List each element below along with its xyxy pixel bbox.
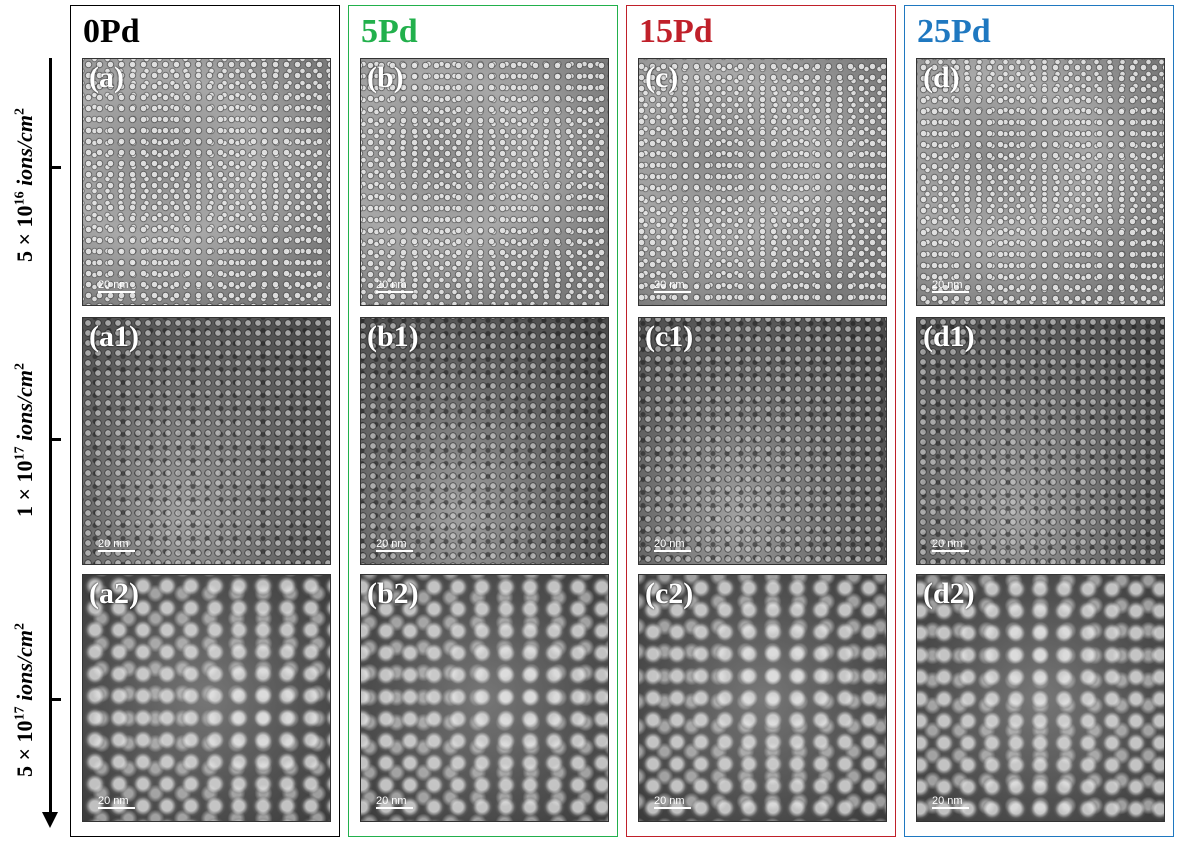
tem-image: (a1) 20 nm <box>82 317 331 565</box>
tem-image: (b1) 20 nm <box>360 317 609 565</box>
tem-image: (d2) 20 nm <box>916 574 1165 822</box>
scale-bar: 20 nm <box>932 795 969 809</box>
tem-image: (c2) 20 nm <box>638 574 887 822</box>
scale-bar: 20 nm <box>376 279 413 293</box>
tem-image: (c) 20 nm <box>638 58 887 306</box>
panel-label: (d1) <box>923 320 975 353</box>
column-25pd: 25Pd (d) 20 nm (d1) 20 nm (d2) 20 nm <box>904 5 1174 837</box>
column-15pd: 15Pd (c) 20 nm (c1) 20 nm (c2) 20 nm <box>626 5 896 837</box>
scale-bar: 20 nm <box>376 795 413 809</box>
tem-image: (a) 20 nm <box>82 58 331 306</box>
arrow-down-icon <box>42 812 58 828</box>
tem-image: (b) 20 nm <box>360 58 609 306</box>
scale-bar: 20 nm <box>376 538 413 552</box>
panel-label: (a2) <box>89 577 139 610</box>
panel-label: (b) <box>367 61 404 94</box>
panel-label: (c2) <box>645 577 694 610</box>
panel-label: (b2) <box>367 577 419 610</box>
column-0pd: 0Pd (a) 20 nm (a1) 20 nm (a2) 20 nm <box>70 5 340 837</box>
scale-bar: 20 nm <box>654 538 691 552</box>
scale-bar: 20 nm <box>654 795 691 809</box>
column-5pd: 5Pd (b) 20 nm (b1) 20 nm (b2) 20 nm <box>348 5 618 837</box>
dose-tick <box>49 698 61 701</box>
panel-label: (d) <box>923 61 960 94</box>
tem-image: (d) 20 nm <box>916 58 1165 306</box>
column-title: 0Pd <box>83 13 140 50</box>
tem-image: (b2) 20 nm <box>360 574 609 822</box>
panel-label: (c) <box>645 61 679 94</box>
tem-image: (c1) 20 nm <box>638 317 887 565</box>
panel-label: (c1) <box>645 320 694 353</box>
panel-label: (a) <box>89 61 124 94</box>
tem-image: (a2) 20 nm <box>82 574 331 822</box>
column-title: 25Pd <box>917 13 991 50</box>
scale-bar: 20 nm <box>98 279 135 293</box>
panel-label: (a1) <box>89 320 139 353</box>
scale-bar: 20 nm <box>932 538 969 552</box>
column-title: 15Pd <box>639 13 713 50</box>
scale-bar: 20 nm <box>98 795 135 809</box>
scale-bar: 20 nm <box>932 279 969 293</box>
tem-image: (d1) 20 nm <box>916 317 1165 565</box>
panel-label: (b1) <box>367 320 419 353</box>
dose-tick <box>49 166 61 169</box>
dose-tick <box>49 438 61 441</box>
panel-label: (d2) <box>923 577 975 610</box>
scale-bar: 20 nm <box>98 538 135 552</box>
column-title: 5Pd <box>361 13 418 50</box>
scale-bar: 20 nm <box>654 279 691 293</box>
